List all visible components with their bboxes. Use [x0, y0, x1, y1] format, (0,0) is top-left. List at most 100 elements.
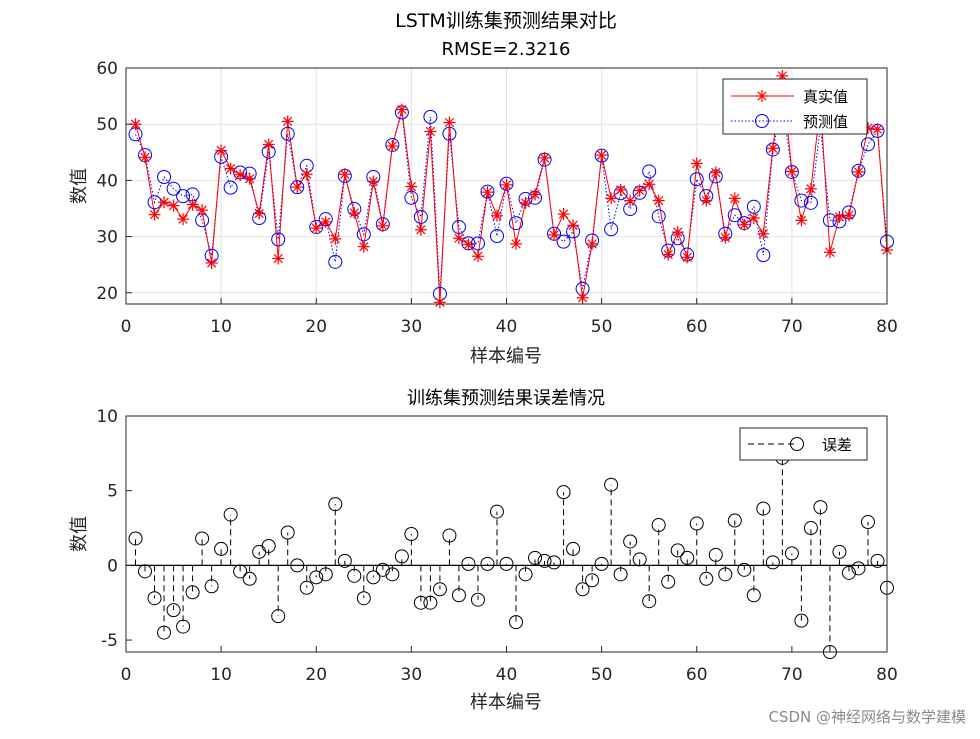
watermark: CSDN @神经网络与数学建模 [768, 708, 966, 726]
actual-point [376, 219, 389, 232]
top-ytick-label: 40 [96, 171, 118, 191]
actual-point [500, 178, 513, 191]
error-point [442, 528, 457, 543]
error-point [870, 553, 885, 568]
actual-point [386, 140, 399, 153]
error-point [680, 550, 695, 565]
actual-point [433, 296, 446, 309]
bottom-legend-label: 误差 [822, 436, 852, 454]
top-ytick-label: 20 [96, 284, 118, 304]
bottom-xtick-label: 80 [876, 665, 898, 685]
actual-point [186, 198, 199, 211]
error-point [794, 613, 809, 628]
predicted-point [727, 208, 742, 223]
actual-point [224, 162, 237, 175]
error-point [594, 556, 609, 571]
error-point [518, 567, 533, 582]
actual-point [624, 194, 637, 207]
error-point [699, 571, 714, 586]
error-point [138, 564, 153, 579]
actual-point [576, 291, 589, 304]
error-point [556, 485, 571, 500]
actual-point [462, 238, 475, 251]
top-xtick-label: 10 [210, 317, 232, 337]
bottom-ytick-label: 0 [107, 556, 118, 576]
bottom-xtick-label: 70 [781, 665, 803, 685]
error-point [509, 615, 524, 630]
actual-point [424, 125, 437, 138]
error-point [651, 518, 666, 533]
bottom-chart-plot-area [126, 450, 894, 659]
actual-point [510, 237, 523, 250]
actual-point [348, 206, 361, 219]
actual-point [262, 138, 275, 151]
error-point [318, 567, 333, 582]
top-chart-title: LSTM训练集预测结果对比 [395, 10, 617, 32]
actual-point [747, 212, 760, 225]
actual-point [490, 209, 503, 222]
actual-point [671, 226, 684, 239]
bottom-chart-legend: 误差 [739, 427, 868, 461]
actual-point [158, 196, 171, 209]
predicted-point [556, 234, 571, 249]
actual-point [757, 227, 770, 240]
error-point [832, 544, 847, 559]
error-point [157, 625, 172, 640]
error-point [585, 573, 600, 588]
actual-point [167, 199, 180, 212]
legend-asterisk-glyph [756, 90, 768, 102]
error-point [642, 594, 657, 609]
error-point [423, 595, 438, 610]
error-point [803, 521, 818, 536]
actual-point [281, 115, 294, 128]
actual-point [785, 165, 798, 178]
top-legend-marker-predicted [755, 114, 769, 128]
predicted-point [756, 248, 771, 263]
actual-point [557, 208, 570, 221]
actual-point [357, 240, 370, 253]
actual-point [662, 248, 675, 261]
actual-point [234, 168, 247, 181]
error-point [366, 570, 381, 585]
error-point [223, 507, 238, 522]
actual-point [196, 204, 209, 217]
top-legend-box [722, 78, 868, 135]
top-xtick-label: 50 [591, 317, 613, 337]
predicted-point [413, 209, 428, 224]
bottom-chart-ylabel: 数值 [69, 516, 90, 552]
top-legend-label-actual: 真实值 [803, 88, 848, 106]
actual-point [842, 209, 855, 222]
actual-point [338, 168, 351, 181]
bottom-ytick-label: 10 [96, 407, 118, 427]
bottom-ytick-label: 5 [107, 482, 118, 502]
series-actual-line [135, 75, 888, 303]
error-point [727, 513, 742, 528]
bottom-xtick-label: 30 [401, 665, 423, 685]
actual-point [443, 116, 456, 129]
error-point [375, 562, 390, 577]
predicted-point [489, 229, 504, 244]
actual-point [139, 151, 152, 164]
actual-point [586, 237, 599, 250]
actual-point [414, 223, 427, 236]
actual-point [253, 207, 266, 220]
actual-point [567, 219, 580, 232]
bottom-legend-marker [790, 437, 804, 451]
actual-point [471, 250, 484, 263]
actual-point [614, 183, 627, 196]
top-legend-marker-actual [756, 90, 768, 102]
actual-point [367, 175, 380, 188]
predicted-point [290, 180, 305, 195]
predicted-point [689, 172, 704, 187]
actual-point [452, 232, 465, 245]
actual-point [795, 214, 808, 227]
actual-point [690, 157, 703, 170]
predicted-point [642, 164, 657, 179]
predicted-point [604, 222, 619, 237]
bottom-xtick-label: 10 [210, 665, 232, 685]
error-point [261, 538, 276, 553]
error-point [746, 588, 761, 603]
error-point [689, 516, 704, 531]
actual-point [766, 142, 779, 155]
error-point [432, 582, 447, 597]
